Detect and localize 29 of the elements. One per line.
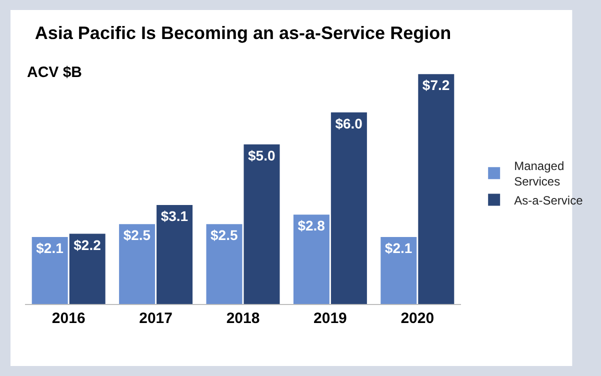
chart-title: Asia Pacific Is Becoming an as-a-Service Region bbox=[34, 22, 452, 43]
legend-label: Managed Services bbox=[514, 158, 564, 189]
bar bbox=[418, 74, 454, 304]
data-label: $2.1 bbox=[36, 240, 64, 256]
data-label: $2.5 bbox=[123, 227, 151, 244]
legend-label: As-a-Service bbox=[514, 193, 584, 208]
bar bbox=[206, 224, 242, 304]
y-axis-title: ACV $B bbox=[27, 64, 82, 81]
bar bbox=[293, 214, 330, 304]
x-tick-label: 2020 bbox=[400, 310, 434, 327]
data-label: $2.5 bbox=[210, 227, 238, 244]
data-label: $2.2 bbox=[74, 236, 102, 253]
bar bbox=[119, 224, 156, 304]
x-tick-label: 2016 bbox=[52, 310, 86, 327]
data-label: $5.0 bbox=[248, 147, 276, 164]
bar bbox=[32, 236, 68, 304]
bar bbox=[156, 205, 193, 304]
bar bbox=[244, 144, 280, 304]
x-tick-label: 2017 bbox=[139, 310, 172, 327]
data-label: $2.1 bbox=[384, 240, 412, 256]
data-label: $6.0 bbox=[335, 115, 363, 132]
x-tick-label: 2019 bbox=[314, 310, 347, 327]
data-label: $3.1 bbox=[160, 208, 188, 224]
data-label: $7.2 bbox=[422, 77, 450, 94]
bar bbox=[380, 236, 417, 304]
bar bbox=[330, 112, 367, 304]
data-label: $2.8 bbox=[298, 218, 326, 234]
bar bbox=[69, 234, 106, 304]
x-tick-label: 2018 bbox=[226, 310, 260, 327]
